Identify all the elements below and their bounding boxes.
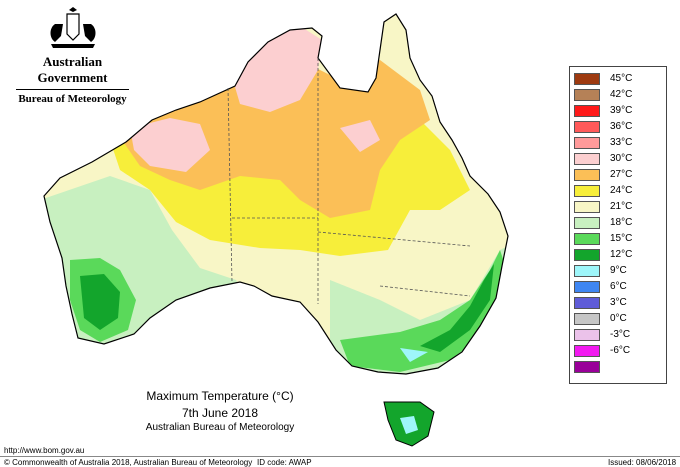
legend-label: 18°C (610, 217, 633, 228)
legend-label: 36°C (610, 121, 633, 132)
legend-row: 39°C (570, 103, 666, 119)
id-code: ID code: AWAP (257, 458, 312, 467)
legend-row: 12°C (570, 247, 666, 263)
legend-swatch (574, 345, 600, 357)
legend-row: 3°C (570, 295, 666, 311)
map-date: 7th June 2018 (181, 406, 259, 420)
legend-label: 33°C (610, 137, 633, 148)
legend-row: 6°C (570, 279, 666, 295)
legend-row: 30°C (570, 151, 666, 167)
legend-swatch (574, 73, 600, 85)
australia-coastline (43, 13, 509, 375)
issued-date: Issued: 08/06/2018 (608, 458, 677, 467)
legend-row: 42°C (570, 87, 666, 103)
legend-row: 21°C (570, 199, 666, 215)
legend-swatch (574, 137, 600, 149)
legend-label: -3°C (610, 329, 631, 340)
website-link[interactable]: http://www.bom.gov.au (4, 446, 85, 455)
legend-row: 24°C (570, 183, 666, 199)
legend-row: 0°C (570, 311, 666, 327)
legend-label: 6°C (610, 281, 627, 292)
legend-swatch (574, 249, 600, 261)
government-logo: Australian Government Bureau of Meteorol… (10, 6, 135, 105)
legend-row: 18°C (570, 215, 666, 231)
legend-swatch (574, 361, 600, 373)
legend-row: 33°C (570, 135, 666, 151)
legend-label: -6°C (610, 345, 631, 356)
legend-label: 30°C (610, 153, 633, 164)
legend-label: 15°C (610, 233, 633, 244)
legend-swatch (574, 153, 600, 165)
legend-label: 12°C (610, 249, 633, 260)
legend-label: 45°C (610, 73, 633, 84)
legend-swatch (574, 201, 600, 213)
legend-label: 27°C (610, 169, 633, 180)
legend-row: 36°C (570, 119, 666, 135)
legend-swatch (574, 217, 600, 229)
map-title: Maximum Temperature (°C) (146, 389, 294, 403)
legend-swatch (574, 329, 600, 341)
legend-row: 15°C (570, 231, 666, 247)
legend-row: -3°C (570, 327, 666, 343)
legend-row: 27°C (570, 167, 666, 183)
legend-swatch (574, 169, 600, 181)
government-title: Australian Government (37, 54, 108, 85)
legend-swatch (574, 297, 600, 309)
legend-label: 39°C (610, 105, 633, 116)
copyright-text: © Commonwealth of Australia 2018, Austra… (4, 458, 253, 467)
footer-divider (0, 456, 680, 457)
legend-swatch (574, 89, 600, 101)
legend-row (570, 359, 666, 375)
legend-swatch (574, 265, 600, 277)
state-borders (227, 58, 471, 304)
legend-swatch (574, 313, 600, 325)
legend-row: 45°C (570, 71, 666, 87)
legend-swatch (574, 121, 600, 133)
legend-label: 3°C (610, 297, 627, 308)
bureau-title: Bureau of Meteorology (18, 93, 127, 105)
legend-label: 9°C (610, 265, 627, 276)
legend-swatch (574, 185, 600, 197)
coat-of-arms-icon (50, 7, 95, 48)
legend-label: 21°C (610, 201, 633, 212)
temperature-legend: 45°C 42°C 39°C 36°C 33°C 30°C 27°C 24°C 21°C 18°C… (569, 66, 667, 384)
legend-label: 0°C (610, 313, 627, 324)
legend-label: 24°C (610, 185, 633, 196)
legend-swatch (574, 281, 600, 293)
legend-row: 9°C (570, 263, 666, 279)
map-agency: Australian Bureau of Meteorology (145, 422, 295, 433)
legend-swatch (574, 105, 600, 117)
legend-swatch (574, 233, 600, 245)
header-divider (16, 89, 129, 90)
legend-row: -6°C (570, 343, 666, 359)
legend-label: 42°C (610, 89, 633, 100)
